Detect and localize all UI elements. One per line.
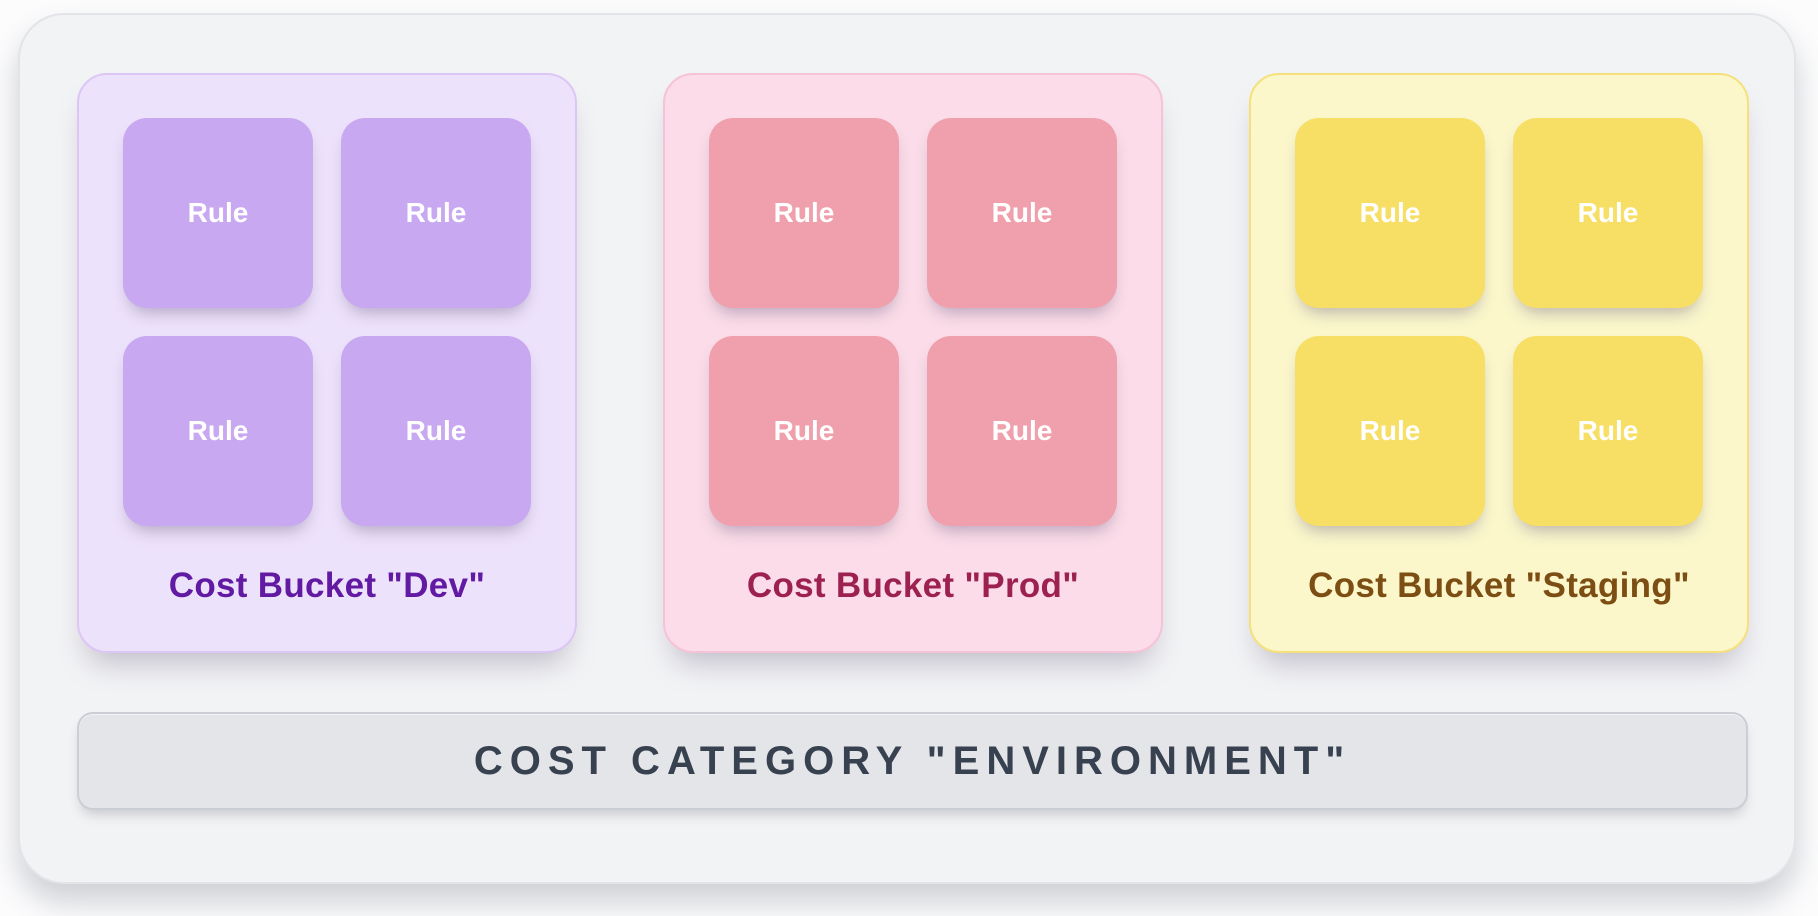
rule-tile: Rule (709, 336, 899, 526)
cost-category-label: COST CATEGORY "ENVIRONMENT" (473, 738, 1352, 783)
rule-tile: Rule (927, 336, 1117, 526)
rule-tile: Rule (1513, 118, 1703, 308)
rule-tile: Rule (123, 336, 313, 526)
rule-tile: Rule (123, 118, 313, 308)
bucket-title-dev: Cost Bucket "Dev" (168, 566, 486, 605)
rule-tile: Rule (1513, 336, 1703, 526)
rule-grid-dev: Rule Rule Rule Rule (123, 118, 531, 526)
rule-grid-staging: Rule Rule Rule Rule (1295, 118, 1703, 526)
cost-bucket-card-dev: Rule Rule Rule Rule Cost Bucket "Dev" (77, 73, 577, 653)
rule-tile: Rule (709, 118, 899, 308)
cost-bucket-card-staging: Rule Rule Rule Rule Cost Bucket "Staging… (1249, 73, 1749, 653)
cost-buckets-row: Rule Rule Rule Rule Cost Bucket "Dev" Ru… (77, 73, 1749, 653)
cost-bucket-card-prod: Rule Rule Rule Rule Cost Bucket "Prod" (663, 73, 1163, 653)
rule-tile: Rule (341, 336, 531, 526)
cost-category-bar: COST CATEGORY "ENVIRONMENT" (77, 712, 1748, 810)
rule-tile: Rule (927, 118, 1117, 308)
environment-frame: Rule Rule Rule Rule Cost Bucket "Dev" Ru… (18, 13, 1796, 884)
bucket-title-prod: Cost Bucket "Prod" (746, 566, 1080, 605)
rule-tile: Rule (1295, 118, 1485, 308)
rule-grid-prod: Rule Rule Rule Rule (709, 118, 1117, 526)
rule-tile: Rule (1295, 336, 1485, 526)
rule-tile: Rule (341, 118, 531, 308)
bucket-title-staging: Cost Bucket "Staging" (1308, 566, 1690, 605)
